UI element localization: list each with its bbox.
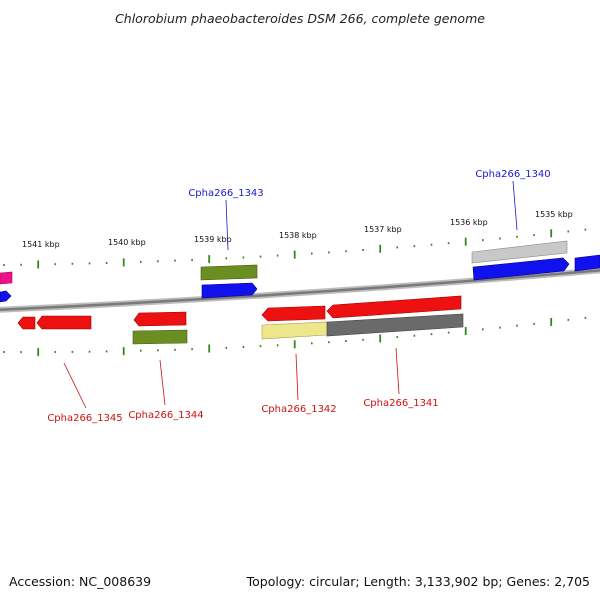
gene-label-cpha266-1343[interactable]: Cpha266_1343 — [188, 188, 263, 199]
kbp-label-1538: 1538 kbp — [279, 231, 317, 240]
accession-text: Accession: NC_008639 — [9, 574, 151, 589]
gene-arrow-cpha266-1343[interactable] — [200, 264, 258, 281]
kbp-label-1540: 1540 kbp — [108, 238, 146, 247]
gene-arrow-magenta[interactable] — [0, 271, 13, 285]
label-connectors — [63, 180, 518, 409]
gene-label-cpha266-1344[interactable]: Cpha266_1344 — [128, 410, 203, 421]
kbp-label-1537: 1537 kbp — [364, 225, 402, 234]
connector-cpha266-1344 — [159, 359, 166, 406]
gene-label-cpha266-1341[interactable]: Cpha266_1341 — [363, 398, 438, 409]
connector-cpha266-1345 — [63, 362, 87, 409]
gene-arrow-cpha266-1342[interactable] — [261, 321, 328, 340]
inner-tick-ring — [3, 228, 587, 269]
gene-arrow-blue-left[interactable] — [0, 290, 12, 303]
genome-backbone — [0, 267, 600, 313]
gene-arrow-darkgray[interactable] — [326, 313, 464, 337]
reverse-strand-genes — [17, 295, 464, 345]
kbp-label-1541: 1541 kbp — [22, 240, 60, 249]
kbp-label-1536: 1536 kbp — [450, 218, 488, 227]
gene-arrow-blue-1[interactable] — [201, 282, 258, 299]
forward-strand-genes — [0, 240, 600, 303]
gene-arrow-cpha266-1340[interactable] — [472, 257, 570, 281]
gene-arrow-cpha266-1341[interactable] — [326, 295, 462, 319]
gene-label-cpha266-1342[interactable]: Cpha266_1342 — [261, 404, 336, 415]
connector-cpha266-1341 — [395, 347, 400, 395]
kbp-label-1535: 1535 kbp — [535, 210, 573, 219]
outer-tick-ring — [3, 316, 587, 357]
gene-labels: Cpha266_1343 Cpha266_1340 Cpha266_1345 C… — [47, 169, 550, 424]
gene-arrow-blue-right[interactable] — [574, 254, 600, 272]
connector-cpha266-1340 — [512, 180, 518, 231]
gene-arrow-cpha266-1344[interactable] — [132, 329, 188, 345]
gene-arrow-cpha266-1345[interactable] — [36, 315, 92, 330]
gene-arrow-gray[interactable] — [471, 240, 568, 264]
gene-arrow-red-2[interactable] — [133, 311, 187, 327]
scale-labels: 1541 kbp 1540 kbp 1539 kbp 1538 kbp 1537… — [22, 210, 573, 249]
gene-label-cpha266-1340[interactable]: Cpha266_1340 — [475, 169, 550, 180]
gene-arrow-red-small[interactable] — [17, 316, 36, 330]
map-title: Chlorobium phaeobacteroides DSM 266, com… — [115, 11, 485, 26]
gene-label-cpha266-1345[interactable]: Cpha266_1345 — [47, 413, 122, 424]
genome-summary-text: Topology: circular; Length: 3,133,902 bp… — [246, 574, 590, 589]
connector-cpha266-1342 — [295, 353, 299, 401]
gene-arrow-red-3[interactable] — [261, 305, 326, 322]
connector-cpha266-1343 — [225, 199, 229, 251]
kbp-label-1539: 1539 kbp — [194, 235, 232, 244]
